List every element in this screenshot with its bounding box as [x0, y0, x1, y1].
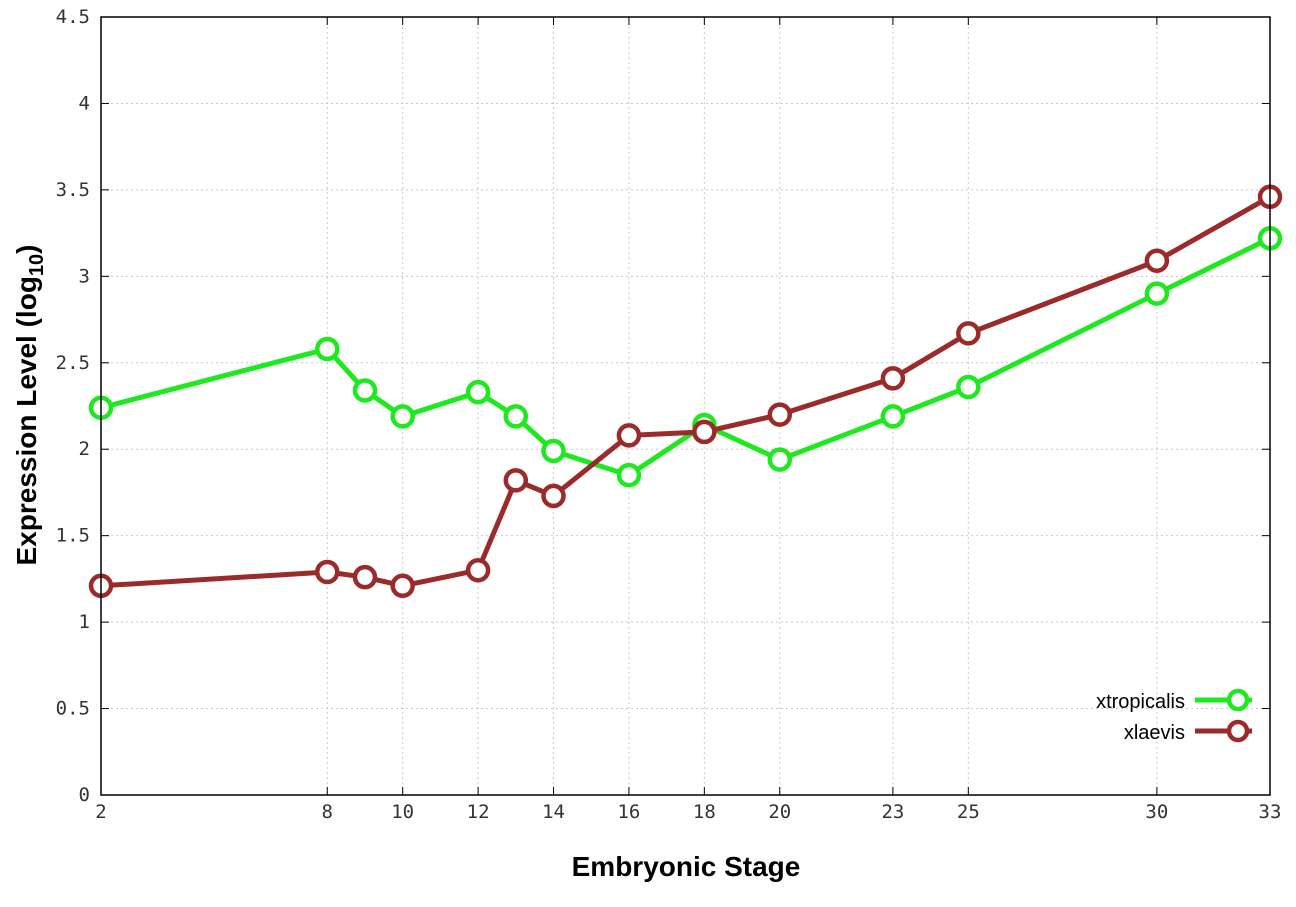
x-tick-label: 25 [957, 801, 980, 823]
legend: xtropicalis xlaevis [1096, 688, 1252, 744]
data-point-xlaevis [465, 557, 491, 583]
data-point-xtropicalis [956, 374, 981, 400]
x-tick-label: 23 [881, 801, 904, 823]
data-point-xlaevis [352, 564, 378, 590]
y-axis-title-subscript: 10 [26, 254, 48, 276]
y-tick-label: 4 [79, 92, 90, 114]
y-tick-label: 1 [79, 611, 90, 633]
y-tick-label: 2 [79, 438, 90, 460]
data-point-xtropicalis [541, 438, 566, 464]
data-point-xtropicalis [1144, 281, 1170, 306]
data-point-xlaevis [503, 468, 529, 493]
data-point-xlaevis [315, 559, 340, 585]
data-point-xlaevis [616, 423, 642, 448]
y-tick-label: 0.5 [56, 698, 90, 720]
data-point-xlaevis [390, 573, 415, 599]
y-tick-label: 2.5 [56, 352, 90, 374]
x-axis-title: Embryonic Stage [572, 851, 801, 882]
y-axis-title: Expression Level (log10) [11, 245, 48, 566]
y-tick-label: 3.5 [56, 179, 90, 201]
series-line-xtropicalis [100, 236, 1272, 478]
data-point-xtropicalis [767, 447, 793, 472]
series-layer [88, 184, 1283, 599]
y-tick-label: 3 [79, 265, 90, 287]
y-axis-title-main: Expression Level (log [11, 276, 42, 565]
data-point-xlaevis [956, 321, 981, 346]
data-point-xtropicalis [880, 404, 906, 429]
data-point-xtropicalis [315, 336, 340, 362]
grid-layer [101, 17, 1270, 795]
x-tick-label: 20 [768, 801, 791, 823]
legend-label-xlaevis: xlaevis [1124, 722, 1185, 744]
data-point-xtropicalis [616, 462, 642, 488]
data-point-xtropicalis [465, 379, 491, 405]
legend-marker-xtropicalis [1226, 688, 1250, 712]
x-tick-label: 14 [542, 801, 565, 823]
tick-layer: 0 0.5 1 1.5 2 2.5 3 3.5 4 4.5 2 8 10 12 14 16 18 20 23 25 30… [56, 6, 1282, 823]
data-point-xlaevis [541, 483, 566, 509]
x-tick-label: 12 [467, 801, 490, 823]
x-tick-label: 30 [1145, 801, 1168, 823]
y-axis-title-suffix: ) [11, 245, 42, 254]
data-point-xtropicalis [352, 378, 378, 403]
x-tick-label: 16 [617, 801, 640, 823]
data-point-xlaevis [1144, 248, 1170, 274]
y-tick-label: 4.5 [56, 6, 90, 28]
x-tick-label: 2 [95, 801, 106, 823]
x-tick-label: 33 [1259, 801, 1282, 823]
data-point-xlaevis [692, 419, 717, 445]
y-tick-label: 1.5 [56, 525, 90, 547]
x-tick-label: 10 [391, 801, 414, 823]
x-tick-label: 18 [693, 801, 716, 823]
data-point-xtropicalis [390, 404, 415, 429]
x-tick-label: 8 [322, 801, 333, 823]
series-line-xlaevis [100, 194, 1272, 589]
data-point-xlaevis [767, 402, 793, 427]
plot-frame [100, 16, 1271, 796]
legend-label-xtropicalis: xtropicalis [1096, 691, 1185, 713]
legend-marker-xlaevis [1226, 719, 1250, 743]
data-point-xlaevis [880, 366, 906, 391]
data-point-xtropicalis [503, 404, 529, 429]
y-tick-label: 0 [79, 784, 90, 806]
